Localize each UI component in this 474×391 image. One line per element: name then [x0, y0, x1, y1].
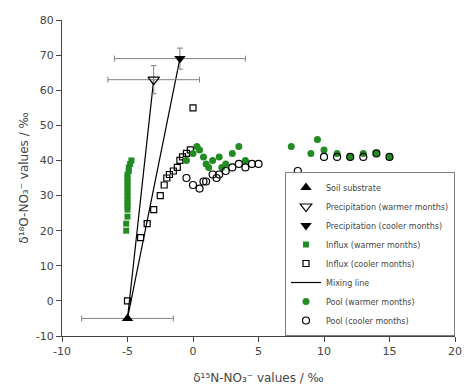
- svg-text:10: 10: [317, 345, 331, 358]
- svg-text:Influx (cooler months): Influx (cooler months): [326, 260, 414, 269]
- svg-text:-10: -10: [36, 330, 54, 343]
- svg-text:Precipitation (cooler months): Precipitation (cooler months): [326, 222, 442, 231]
- svg-text:-5: -5: [122, 345, 133, 358]
- svg-text:70: 70: [40, 49, 54, 62]
- svg-text:10: 10: [40, 260, 54, 273]
- svg-text:Soil substrate: Soil substrate: [326, 184, 381, 193]
- svg-text:0: 0: [47, 295, 54, 308]
- svg-text:15: 15: [383, 345, 397, 358]
- svg-text:δ¹⁵N-NO₃⁻ values / ‰: δ¹⁵N-NO₃⁻ values / ‰: [193, 371, 323, 385]
- svg-text:0: 0: [190, 345, 197, 358]
- svg-text:δ¹⁸O-NO₃⁻ values / ‰: δ¹⁸O-NO₃⁻ values / ‰: [17, 112, 31, 243]
- svg-text:60: 60: [40, 84, 54, 97]
- svg-text:20: 20: [448, 345, 462, 358]
- svg-text:30: 30: [40, 189, 54, 202]
- svg-text:50: 50: [40, 119, 54, 132]
- svg-text:Mixing line: Mixing line: [326, 279, 369, 288]
- svg-text:20: 20: [40, 225, 54, 238]
- svg-text:Precipitation (warmer months): Precipitation (warmer months): [326, 203, 448, 212]
- svg-text:Pool (warmer months): Pool (warmer months): [326, 298, 415, 307]
- svg-text:5: 5: [255, 345, 262, 358]
- svg-text:Pool (cooler months): Pool (cooler months): [326, 317, 409, 326]
- svg-text:40: 40: [40, 154, 54, 167]
- svg-text:-10: -10: [53, 345, 71, 358]
- svg-text:Influx (warmer months): Influx (warmer months): [326, 241, 420, 250]
- svg-text:80: 80: [40, 14, 54, 27]
